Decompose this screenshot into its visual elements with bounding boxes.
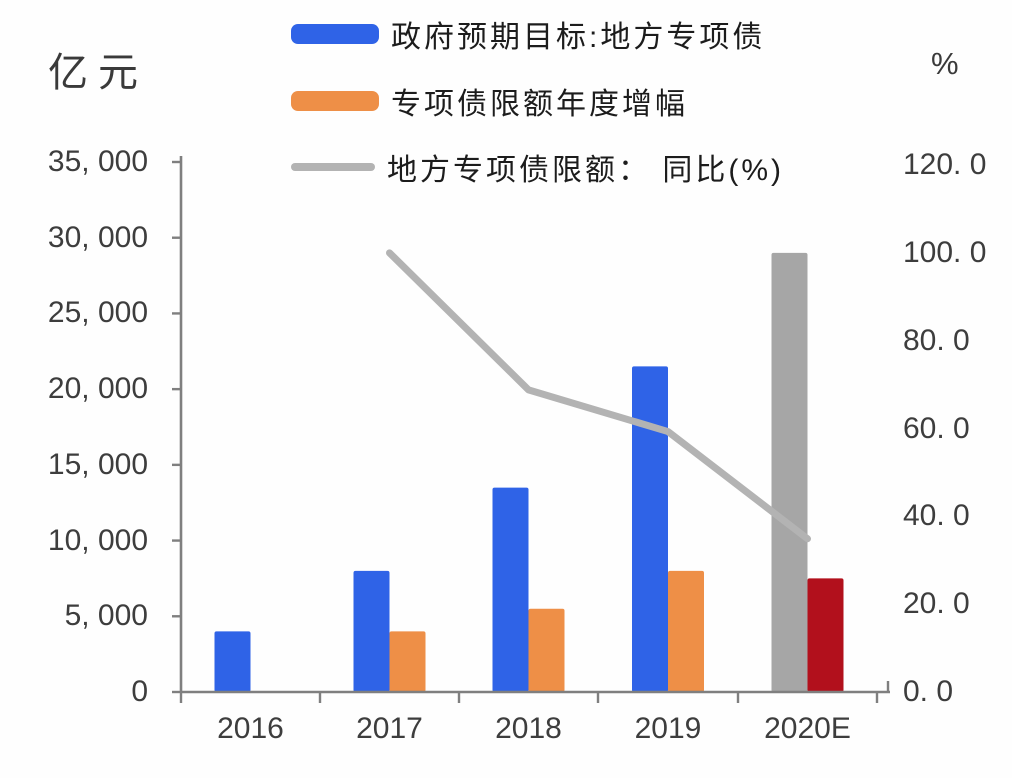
legend-item-gov-target: 政府预期目标:地方专项债 bbox=[291, 12, 765, 56]
left-axis-tick-label: 35, 000 bbox=[47, 145, 148, 178]
bar-2016-series0 bbox=[214, 631, 251, 692]
right-axis-tick-label: 20. 0 bbox=[903, 587, 970, 621]
bar-2020E-series1 bbox=[807, 578, 844, 692]
left-axis-tick-label: 10, 000 bbox=[47, 523, 148, 557]
yoy-line-series bbox=[386, 249, 811, 543]
gray-line-swatch-icon bbox=[291, 163, 375, 171]
left-axis-tick-label: 15, 000 bbox=[47, 447, 148, 481]
left-axis-tick-label: 0 bbox=[131, 675, 148, 708]
bar-2017-series0 bbox=[353, 570, 390, 692]
right-axis-tick-label: 80. 0 bbox=[903, 323, 970, 357]
bar-2019-series1 bbox=[668, 570, 704, 692]
left-axis-tick-label: 5, 000 bbox=[64, 599, 148, 633]
right-axis-tick-label: 60. 0 bbox=[903, 411, 970, 445]
bar-2020E-series0 bbox=[771, 252, 808, 692]
right-axis-unit-label: % bbox=[931, 46, 959, 81]
legend-label: 政府预期目标:地方专项债 bbox=[391, 21, 766, 54]
legend-item-yoy-line: 地方专项债限额： 同比(%) bbox=[291, 145, 784, 189]
legend-label: 地方专项债限额： 同比(%) bbox=[387, 154, 784, 187]
left-axis-tick-label: 20, 000 bbox=[47, 372, 148, 406]
right-axis-tick-label: 120. 0 bbox=[903, 148, 987, 181]
right-axis-tick-label: 40. 0 bbox=[903, 499, 970, 533]
x-axis-category-label: 2020E bbox=[764, 712, 851, 745]
orange-bar-swatch-icon bbox=[291, 91, 379, 111]
x-axis-category-label: 2019 bbox=[634, 712, 702, 745]
x-axis-category-label: 2018 bbox=[495, 712, 562, 745]
left-axis-tick-label: 25, 000 bbox=[47, 296, 148, 330]
bar-2017-series1 bbox=[389, 631, 426, 692]
right-axis-tick-label: 0. 0 bbox=[903, 675, 954, 708]
bar-2019-series0 bbox=[632, 366, 668, 692]
bar-2018-series0 bbox=[492, 487, 529, 692]
blue-bar-swatch-icon bbox=[291, 24, 379, 44]
x-axis-category-label: 2016 bbox=[217, 712, 284, 745]
x-axis-category-label: 2017 bbox=[356, 712, 423, 745]
left-axis-tick-label: 30, 000 bbox=[47, 220, 148, 254]
right-axis-tick-label: 100. 0 bbox=[903, 235, 987, 269]
legend-item-annual-increase: 专项债限额年度增幅 bbox=[291, 79, 688, 123]
legend-label: 专项债限额年度增幅 bbox=[391, 88, 688, 121]
bar-2018-series1 bbox=[528, 608, 565, 692]
left-axis-unit-label: 亿元 bbox=[48, 51, 148, 95]
